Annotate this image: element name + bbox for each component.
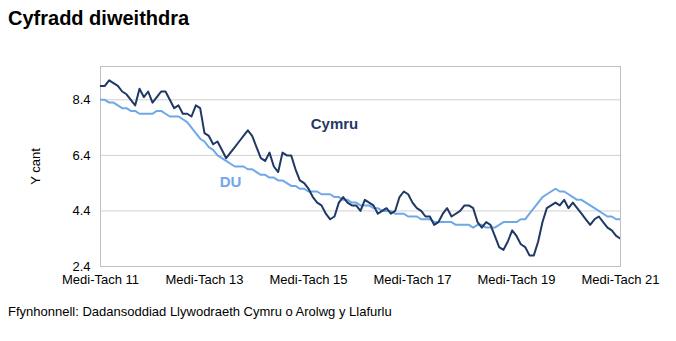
svg-text:Cymru: Cymru	[311, 115, 359, 132]
html-text:Ffynhonnell: Dadansoddiad Llyw: Ffynhonnell: Dadansoddiad Llywodraeth Cy…	[8, 304, 392, 319]
svg-text:Medi-Tach 13: Medi-Tach 13	[165, 272, 243, 287]
svg-text:Medi-Tach 21: Medi-Tach 21	[581, 272, 659, 287]
svg-text:6.4: 6.4	[72, 148, 90, 163]
svg-text:4.4: 4.4	[72, 203, 90, 218]
svg-text:Medi-Tach 11: Medi-Tach 11	[62, 272, 139, 287]
svg-text:8.4: 8.4	[72, 92, 90, 107]
svg-text:2.4: 2.4	[72, 258, 91, 274]
svg-text:Y cant: Y cant	[28, 148, 43, 185]
svg-text:DU: DU	[220, 173, 242, 190]
svg-text:Medi-Tach 17: Medi-Tach 17	[373, 272, 451, 287]
svg-text:Medi-Tach 19: Medi-Tach 19	[477, 272, 555, 287]
svg-text:Medi-Tach 15: Medi-Tach 15	[269, 272, 347, 287]
html-text:Cyfradd diweithdra: Cyfradd diweithdra	[8, 7, 190, 29]
